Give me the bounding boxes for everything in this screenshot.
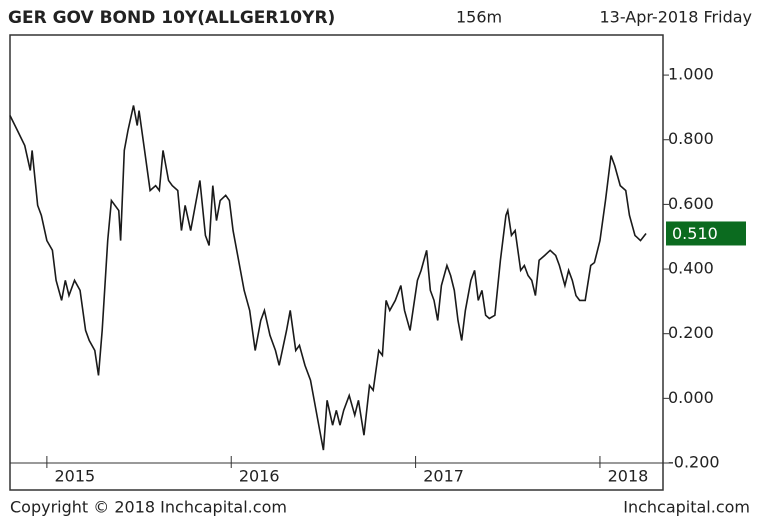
y-tick-label: 1.000 xyxy=(668,65,714,84)
copyright: Copyright © 2018 Inchcapital.com xyxy=(10,498,287,517)
plot-frame xyxy=(9,34,664,491)
y-tick-label: 0.200 xyxy=(668,323,714,342)
y-tick-label: -0.200 xyxy=(668,453,720,472)
y-tick-label: 0.600 xyxy=(668,194,714,213)
y-tick-label: 0.000 xyxy=(668,388,714,407)
date: 13-Apr-2018 Friday xyxy=(599,8,752,27)
x-tick-label: 2017 xyxy=(423,467,464,486)
y-tick-label: 0.800 xyxy=(668,129,714,148)
last-value-label: 0.510 xyxy=(672,224,718,243)
x-tick-label: 2018 xyxy=(608,467,649,486)
interval: 156m xyxy=(456,8,502,27)
price-line xyxy=(9,105,647,451)
last-value-box xyxy=(666,221,746,246)
x-tick-label: 2016 xyxy=(239,467,280,486)
chart-title: GER GOV BOND 10Y(ALLGER10YR) xyxy=(8,8,335,28)
x-tick-label: 2015 xyxy=(55,467,96,486)
source: Inchcapital.com xyxy=(623,498,750,517)
y-tick-label: 0.400 xyxy=(668,259,714,278)
